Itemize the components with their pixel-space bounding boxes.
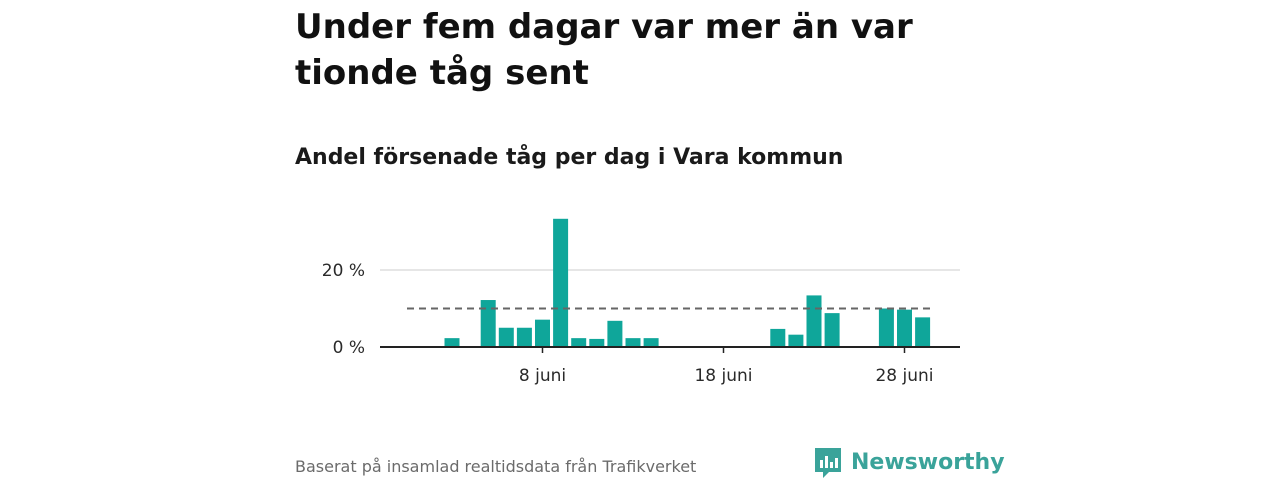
bar <box>788 334 804 347</box>
bar <box>824 313 840 347</box>
bar <box>498 327 514 347</box>
x-tick-label: 8 juni <box>519 366 566 386</box>
source-note: Baserat på insamlad realtidsdata från Tr… <box>295 457 697 476</box>
newsworthy-logo-icon <box>815 448 841 478</box>
newsworthy-brand: Newsworthy <box>813 446 1005 480</box>
bar-layer <box>444 218 931 347</box>
y-tick-label: 0 % <box>333 338 365 358</box>
chart-title: Under fem dagar var mer än var tionde tå… <box>295 7 913 93</box>
bar <box>480 300 496 347</box>
bar <box>444 338 460 347</box>
bar <box>607 320 623 347</box>
bar <box>589 338 605 347</box>
bar <box>915 317 931 347</box>
bar <box>625 338 641 347</box>
chart-subtitle: Andel försenade tåg per dag i Vara kommu… <box>295 145 844 170</box>
bar <box>643 338 659 347</box>
bar <box>571 338 587 347</box>
axis-layer: 0 % 20 % 8 juni 18 juni 28 juni <box>322 261 960 386</box>
bar <box>535 319 550 347</box>
x-tick-label: 28 juni <box>875 366 933 386</box>
bar <box>897 309 912 347</box>
y-tick-label: 20 % <box>322 261 365 281</box>
brand-name: Newsworthy <box>851 450 1005 475</box>
bar <box>553 218 569 347</box>
x-tick-label: 18 juni <box>694 366 752 386</box>
bar <box>516 327 532 347</box>
bar <box>878 308 894 347</box>
bar-chart: 0 % 20 % 8 juni 18 juni 28 juni <box>322 218 960 386</box>
bar <box>770 328 786 347</box>
bar <box>806 295 822 347</box>
